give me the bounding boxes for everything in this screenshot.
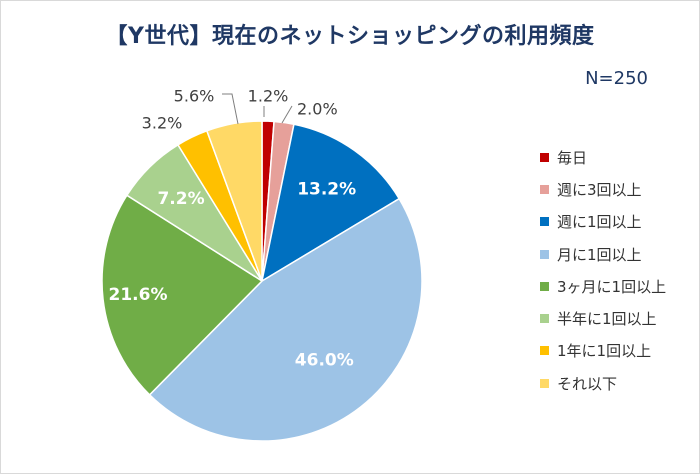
slice-label-6: 7.2% — [157, 189, 204, 209]
legend-item-3: 週に1回以上 — [540, 206, 666, 238]
legend-label-5: 3ヶ月に1回以上 — [557, 277, 667, 296]
legend-label-2: 週に3回以上 — [557, 180, 642, 199]
legend-swatch-5 — [540, 281, 549, 291]
legend-label-8: それ以下 — [557, 374, 618, 393]
pie-slice-3 — [260, 123, 401, 283]
slice-label-4: 46.0% — [295, 350, 354, 370]
legend-swatch-7 — [540, 346, 549, 356]
legend-label-4: 月に1回以上 — [557, 245, 642, 264]
pie-slice-4 — [148, 197, 423, 442]
legend-swatch-8 — [540, 378, 549, 388]
leader-line-2 — [281, 105, 293, 124]
legend-swatch-1 — [540, 152, 549, 162]
legend-swatch-4 — [540, 249, 549, 259]
slice-label-8: 5.6% — [174, 87, 215, 106]
slice-label-2: 2.0% — [297, 100, 338, 119]
legend-label-1: 毎日 — [557, 148, 588, 167]
legend-item-5: 3ヶ月に1回以上 — [540, 270, 666, 302]
slice-label-7: 3.2% — [142, 114, 183, 133]
legend: 毎日週に3回以上 週に1回以上 月に1回以上 3ヶ月に1回以上 半年に1回以上 1年に1回… — [540, 141, 666, 399]
slice-label-1: 1.2% — [248, 87, 289, 106]
sample-size-note: N=250 — [585, 68, 648, 89]
legend-label-3: 週に1回以上 — [557, 213, 642, 232]
slice-label-3: 13.2% — [297, 180, 356, 200]
legend-swatch-3 — [540, 217, 549, 227]
legend-label-7: 1年に1回以上 — [557, 342, 652, 361]
legend-item-7: 1年に1回以上 — [540, 335, 666, 367]
legend-label-6: 半年に1回以上 — [557, 310, 657, 329]
legend-swatch-2 — [540, 184, 549, 194]
legend-item-1: 毎日 — [540, 141, 666, 173]
chart-title: 【Y世代】現在のネットショッピングの利用頻度 — [105, 24, 595, 49]
legend-item-6: 半年に1回以上 — [540, 302, 666, 334]
leader-line-8 — [222, 93, 239, 125]
pie-slice-8 — [205, 120, 263, 282]
legend-item-4: 月に1回以上 — [540, 238, 666, 270]
legend-swatch-6 — [540, 314, 549, 324]
slice-label-5: 21.6% — [109, 285, 168, 305]
legend-item-8: それ以下 — [540, 367, 666, 399]
pie-slice-5 — [101, 194, 264, 396]
legend-item-2: 週に3回以上 — [540, 173, 666, 205]
